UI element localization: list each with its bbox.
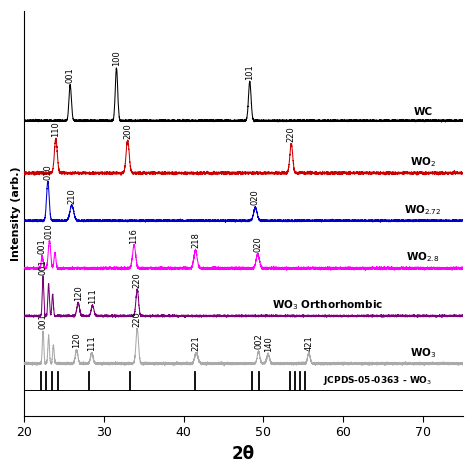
Text: 220: 220 bbox=[287, 126, 296, 142]
Text: 020: 020 bbox=[251, 190, 260, 205]
Text: 116: 116 bbox=[129, 228, 138, 244]
Text: 120: 120 bbox=[72, 333, 81, 348]
X-axis label: 2θ: 2θ bbox=[232, 445, 255, 463]
Text: 120: 120 bbox=[73, 285, 82, 301]
Text: WO$_3$: WO$_3$ bbox=[410, 346, 436, 360]
Text: 001: 001 bbox=[66, 67, 75, 83]
Text: 200: 200 bbox=[123, 123, 132, 139]
Text: 421: 421 bbox=[304, 336, 313, 351]
Text: 218: 218 bbox=[191, 232, 200, 248]
Text: 220: 220 bbox=[133, 272, 142, 288]
Y-axis label: Intensity (arb.): Intensity (arb.) bbox=[11, 166, 21, 261]
Text: 001: 001 bbox=[38, 239, 47, 255]
Text: 010: 010 bbox=[43, 164, 52, 180]
Text: JCPDS-05-0363 - WO$_3$: JCPDS-05-0363 - WO$_3$ bbox=[323, 374, 432, 387]
Text: 111: 111 bbox=[87, 336, 96, 351]
Text: WO$_3$ Orthorhombic: WO$_3$ Orthorhombic bbox=[272, 298, 383, 312]
Text: WO$_2$: WO$_2$ bbox=[410, 155, 436, 169]
Text: 002: 002 bbox=[254, 334, 263, 349]
Text: 140: 140 bbox=[264, 337, 273, 352]
Text: 001: 001 bbox=[38, 259, 47, 275]
Text: 010: 010 bbox=[45, 223, 54, 239]
Text: 020: 020 bbox=[253, 237, 262, 252]
Text: 210: 210 bbox=[67, 188, 76, 203]
Text: 100: 100 bbox=[112, 51, 121, 66]
Text: 110: 110 bbox=[51, 121, 60, 137]
Text: WO$_{2.8}$: WO$_{2.8}$ bbox=[406, 251, 439, 264]
Text: WC: WC bbox=[413, 107, 433, 117]
Text: 001: 001 bbox=[38, 313, 47, 329]
Text: WO$_{2.72}$: WO$_{2.72}$ bbox=[404, 203, 442, 217]
Text: 221: 221 bbox=[192, 336, 201, 351]
Text: 220: 220 bbox=[133, 311, 142, 328]
Text: 111: 111 bbox=[88, 288, 97, 303]
Text: 101: 101 bbox=[245, 64, 254, 80]
